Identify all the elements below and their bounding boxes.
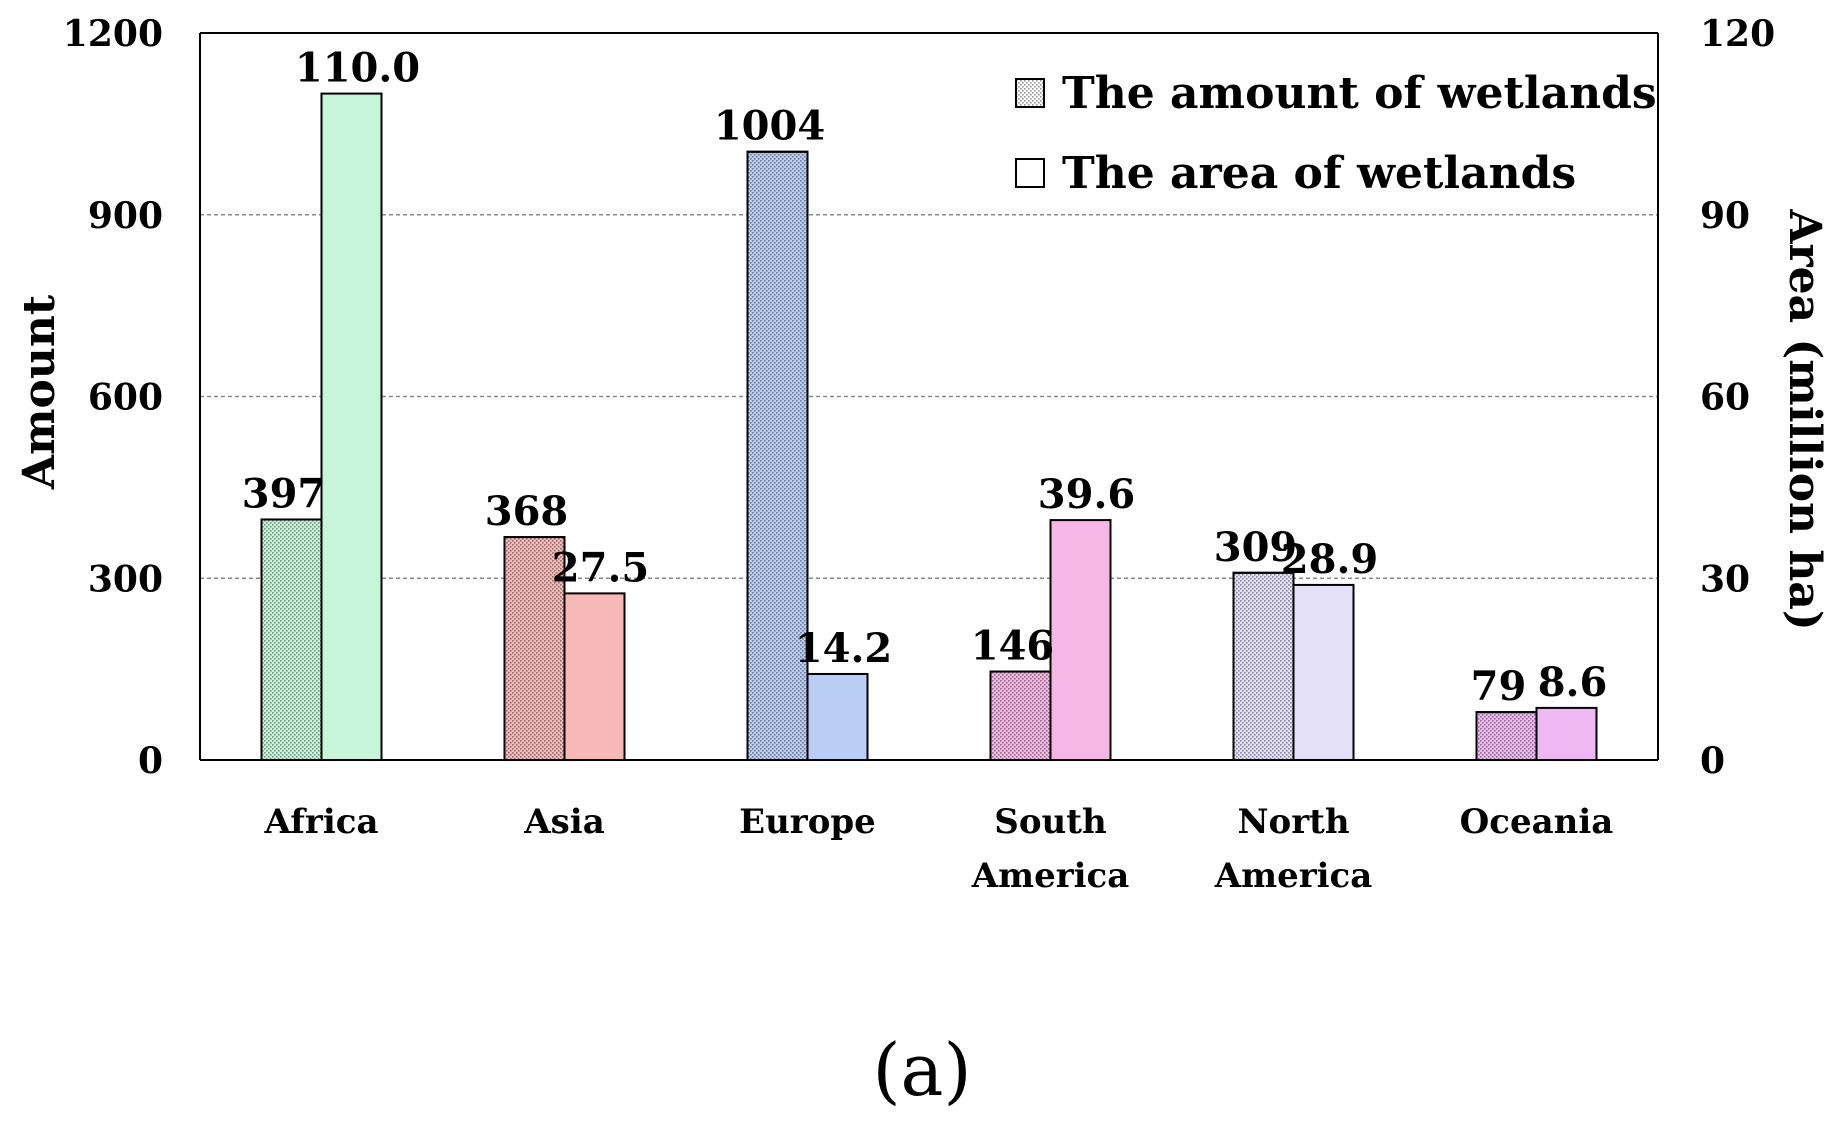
figure-caption: (a) <box>872 1028 971 1112</box>
bar-amount-pattern <box>260 518 323 762</box>
data-label-amount: 79 <box>1471 663 1527 710</box>
bar-amount-pattern <box>1232 571 1295 761</box>
data-label-area: 8.6 <box>1538 659 1608 706</box>
data-label-amount: 146 <box>971 623 1055 670</box>
bar-area <box>806 672 869 762</box>
y-left-tick-label: 300 <box>88 558 163 600</box>
legend-swatch-amount-pattern <box>1015 78 1045 108</box>
x-category-label: America <box>1214 856 1373 896</box>
bar-area <box>1049 519 1112 762</box>
x-category-label: Europe <box>739 802 876 842</box>
x-category-label: North <box>1237 802 1349 842</box>
bar-amount-pattern <box>503 536 566 762</box>
legend-label-amount: The amount of wetlands <box>1062 68 1657 119</box>
y-left-tick-label: 600 <box>88 377 163 419</box>
data-label-area: 39.6 <box>1038 471 1135 518</box>
bar-amount-pattern <box>1475 711 1538 761</box>
legend-label-area: The area of wetlands <box>1062 148 1576 199</box>
x-category-label: Oceania <box>1460 802 1614 842</box>
bar-area <box>563 592 626 761</box>
legend-swatch-area <box>1015 158 1045 188</box>
bar-amount-pattern <box>989 670 1052 762</box>
y-left-axis-title: Amount <box>14 294 65 490</box>
y-left-tick-label: 1200 <box>63 13 163 55</box>
y-right-tick-label: 0 <box>1700 740 1725 782</box>
x-category-label: Asia <box>523 802 604 842</box>
y-right-tick-label: 30 <box>1700 558 1750 600</box>
x-category-label: America <box>971 856 1130 896</box>
y-right-tick-label: 90 <box>1700 195 1750 237</box>
data-label-area: 14.2 <box>795 625 892 672</box>
y-right-tick-label: 120 <box>1700 13 1775 55</box>
data-label-amount: 397 <box>242 470 326 517</box>
bar-area <box>1292 583 1355 762</box>
bar-area <box>320 92 383 762</box>
data-label-area: 110.0 <box>295 45 420 92</box>
data-label-amount: 309 <box>1214 524 1298 571</box>
bar-area <box>1535 706 1598 761</box>
y-left-tick-label: 0 <box>138 740 163 782</box>
data-label-area: 27.5 <box>552 544 649 591</box>
y-left-tick-label: 900 <box>88 195 163 237</box>
x-category-label: Africa <box>264 802 379 842</box>
bar-amount-pattern <box>746 150 809 761</box>
data-label-amount: 1004 <box>714 103 825 150</box>
data-label-area: 28.9 <box>1281 536 1378 583</box>
x-category-label: South <box>994 802 1106 842</box>
y-right-axis-title: Area (million ha) <box>1779 208 1830 630</box>
data-label-amount: 368 <box>485 488 569 535</box>
y-right-tick-label: 60 <box>1700 377 1750 419</box>
